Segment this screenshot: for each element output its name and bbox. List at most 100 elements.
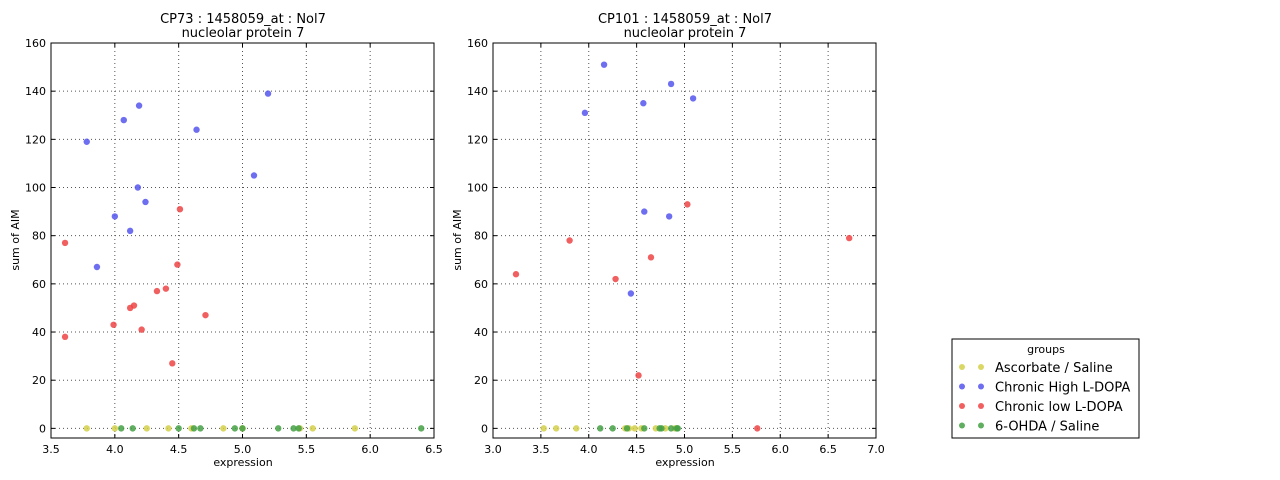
data-point [667, 425, 675, 432]
data-point [129, 425, 136, 432]
y-tick-label: 120 [25, 133, 46, 146]
x-tick-label: 5.5 [724, 443, 742, 456]
x-tick-label: 6.5 [425, 443, 443, 456]
data-point [142, 198, 149, 206]
data-point [667, 80, 675, 88]
data-point [640, 100, 647, 107]
data-point [175, 425, 182, 432]
data-point [573, 425, 580, 432]
data-point [264, 90, 272, 97]
x-tick-label: 3.5 [42, 443, 60, 456]
data-point [197, 425, 204, 432]
data-point [111, 213, 119, 220]
y-tick-label: 0 [481, 422, 488, 435]
x-axis-label: expression [655, 456, 714, 469]
data-point [566, 237, 573, 244]
legend-entries: Ascorbate / Saline Chronic High L-DOPA Chr… [959, 361, 1130, 435]
legend: groups Ascorbate / Saline Chronic High L-… [951, 338, 1140, 439]
y-tick-label: 140 [467, 85, 488, 98]
data-point [275, 425, 282, 432]
data-point [190, 425, 198, 432]
data-point [83, 138, 90, 145]
legend-marker [978, 383, 984, 390]
data-point [202, 311, 209, 319]
data-point [250, 172, 258, 179]
data-point [647, 254, 655, 261]
data-point [552, 425, 560, 432]
data-point [110, 321, 117, 328]
x-tick-label: 5.0 [676, 443, 694, 456]
data-point [61, 333, 69, 341]
data-point [658, 425, 665, 432]
data-point [120, 116, 127, 124]
legend-marker [959, 383, 965, 390]
data-point [93, 263, 101, 271]
x-tick-label: 4.0 [106, 443, 124, 456]
data-point [600, 61, 608, 68]
chart-subtitle: nucleolar protein 7 [182, 26, 305, 41]
plot-area [50, 42, 435, 439]
chart-subtitle: nucleolar protein 7 [624, 26, 747, 41]
data-point [295, 425, 302, 432]
legend-marker [978, 403, 984, 409]
data-point [134, 184, 142, 191]
data-point [220, 425, 227, 432]
legend-marker [978, 422, 984, 429]
data-point [176, 205, 184, 213]
data-point [118, 425, 125, 432]
chart-title: CP101 : 1458059_at : Nol7 [598, 12, 772, 27]
data-point [231, 425, 239, 432]
chart-cp73: CP73 : 1458059_at : Nol7 nucleolar prote… [9, 12, 443, 469]
x-axis-label: expression [213, 456, 272, 469]
x-tick-label: 5.5 [298, 443, 316, 456]
data-point [418, 425, 425, 432]
legend-title: groups [1027, 343, 1065, 356]
y-tick-label: 80 [474, 230, 488, 243]
data-point [193, 126, 200, 133]
x-tick-label: 5.0 [234, 443, 252, 456]
data-point [174, 261, 181, 268]
grid [492, 42, 877, 438]
y-tick-label: 0 [39, 422, 46, 435]
data-point [83, 425, 90, 432]
x-tick-label: 7.0 [867, 443, 885, 456]
data-point [111, 425, 119, 432]
chart-cp101: CP101 : 1458059_at : Nol7 nucleolar prot… [451, 12, 885, 469]
legend-label: Ascorbate / Saline [995, 361, 1113, 376]
data-point [126, 227, 134, 235]
data-point [351, 425, 359, 432]
data-point [581, 109, 589, 117]
data-point [689, 95, 697, 102]
data-point [138, 326, 145, 333]
y-tick-label: 20 [32, 374, 46, 387]
y-tick-label: 160 [467, 37, 488, 50]
data-point [239, 425, 246, 432]
x-tick-label: 6.5 [819, 443, 837, 456]
chart-title: CP73 : 1458059_at : Nol7 [160, 12, 326, 27]
y-tick-label: 20 [474, 374, 488, 387]
data-point [135, 102, 143, 109]
data-point [631, 425, 638, 432]
data-point [290, 425, 297, 432]
legend-label: 6-OHDA / Saline [995, 420, 1099, 435]
x-tick-label: 3.0 [484, 443, 502, 456]
data-point [665, 213, 673, 220]
x-tick-label: 4.5 [170, 443, 188, 456]
data-point [165, 425, 172, 432]
data-point [623, 425, 631, 432]
x-tick-label: 6.0 [772, 443, 790, 456]
data-point [641, 208, 648, 215]
y-tick-label: 140 [25, 85, 46, 98]
legend-marker [959, 403, 965, 409]
legend-label: Chronic low L-DOPA [995, 400, 1123, 415]
data-point [143, 425, 150, 432]
y-axis-label: sum of AIM [451, 209, 464, 270]
data-points [61, 90, 425, 432]
y-tick-label: 100 [25, 182, 46, 195]
data-point [641, 425, 648, 432]
data-point [512, 271, 520, 278]
data-point [169, 360, 176, 367]
data-point [754, 425, 761, 432]
data-point [540, 425, 547, 432]
legend-marker [959, 364, 965, 370]
